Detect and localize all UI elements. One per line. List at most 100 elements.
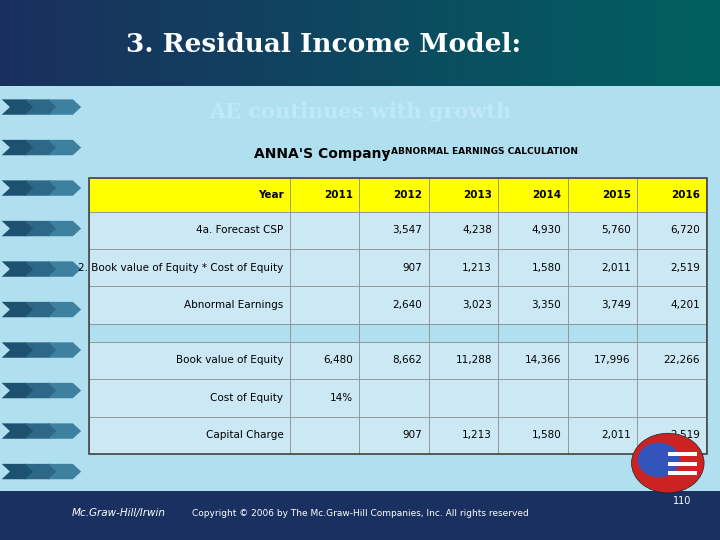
Bar (650, 0, 653, 86)
Bar (379, 0, 382, 86)
Text: 17,996: 17,996 (594, 355, 631, 366)
Bar (67, 0, 70, 86)
Bar (567, 416, 637, 454)
Polygon shape (48, 383, 81, 399)
Bar (362, 0, 365, 86)
Bar (312, 0, 315, 86)
Bar (562, 0, 564, 86)
Bar (89, 286, 289, 324)
Bar (655, 0, 657, 86)
Bar (43, 0, 45, 86)
Bar (641, 0, 643, 86)
Bar (293, 0, 295, 86)
Text: 8,662: 8,662 (392, 355, 423, 366)
Polygon shape (1, 99, 35, 115)
Bar (70, 0, 72, 86)
Bar (264, 0, 266, 86)
Polygon shape (24, 302, 58, 318)
Bar (221, 0, 223, 86)
Bar (679, 0, 682, 86)
Bar (637, 286, 706, 324)
Bar (290, 0, 293, 86)
Bar (637, 342, 706, 379)
Bar (441, 0, 444, 86)
Bar (549, 0, 552, 86)
Bar (653, 0, 655, 86)
Text: Copyright © 2006 by The Mc.Graw-Hill Companies, Inc. All rights reserved: Copyright © 2006 by The Mc.Graw-Hill Com… (192, 509, 528, 518)
Bar (289, 249, 359, 286)
Bar (89, 324, 289, 342)
Bar (703, 0, 706, 86)
Polygon shape (24, 383, 58, 399)
Bar (451, 0, 454, 86)
Bar (250, 0, 252, 86)
Bar (359, 178, 428, 212)
Text: 2013: 2013 (463, 190, 492, 200)
Bar (235, 0, 238, 86)
Polygon shape (48, 302, 81, 318)
Bar (410, 0, 413, 86)
Bar (583, 0, 585, 86)
Bar (498, 286, 567, 324)
Bar (89, 416, 289, 454)
Bar (626, 0, 629, 86)
Bar (718, 0, 720, 86)
Bar (120, 0, 122, 86)
Bar (359, 212, 428, 249)
Text: 110: 110 (672, 496, 691, 506)
Bar (396, 0, 398, 86)
Text: AE continues with growth: AE continues with growth (209, 102, 511, 122)
Bar (670, 0, 672, 86)
Bar (359, 342, 428, 379)
Polygon shape (24, 423, 58, 438)
Polygon shape (24, 180, 58, 195)
Bar (542, 0, 545, 86)
Bar (713, 0, 715, 86)
Bar (41, 0, 43, 86)
Polygon shape (1, 383, 35, 399)
Bar (428, 286, 498, 324)
Bar (498, 178, 567, 212)
Bar (86, 0, 89, 86)
Bar (637, 379, 706, 416)
Bar (127, 0, 130, 86)
Bar (257, 0, 259, 86)
Bar (192, 0, 194, 86)
Bar (302, 0, 305, 86)
Bar (511, 0, 513, 86)
Bar (588, 0, 590, 86)
Bar (498, 324, 567, 342)
Text: ANNA'S Company: ANNA'S Company (254, 147, 390, 161)
Text: Year: Year (258, 190, 284, 200)
Text: Book value of Equity: Book value of Equity (176, 355, 284, 366)
Bar (324, 0, 326, 86)
Text: 2011: 2011 (324, 190, 353, 200)
Bar (384, 0, 387, 86)
Bar (50, 0, 53, 86)
Bar (194, 0, 197, 86)
Bar (367, 0, 369, 86)
Bar (372, 0, 374, 86)
Polygon shape (1, 342, 35, 358)
Text: 2015: 2015 (602, 190, 631, 200)
Bar (274, 0, 276, 86)
Polygon shape (1, 180, 35, 195)
Bar (428, 324, 498, 342)
Bar (289, 342, 359, 379)
Bar (696, 0, 698, 86)
Bar (281, 0, 283, 86)
Bar (637, 416, 706, 454)
Bar (498, 379, 567, 416)
Text: 907: 907 (402, 430, 423, 440)
Bar (715, 0, 718, 86)
Bar (581, 0, 583, 86)
Bar (103, 0, 106, 86)
Bar (209, 0, 211, 86)
Bar (55, 0, 58, 86)
Text: 4,238: 4,238 (462, 225, 492, 235)
Bar (279, 0, 281, 86)
Bar (168, 0, 171, 86)
Bar (639, 0, 641, 86)
Bar (12, 0, 14, 86)
Bar (617, 0, 619, 86)
